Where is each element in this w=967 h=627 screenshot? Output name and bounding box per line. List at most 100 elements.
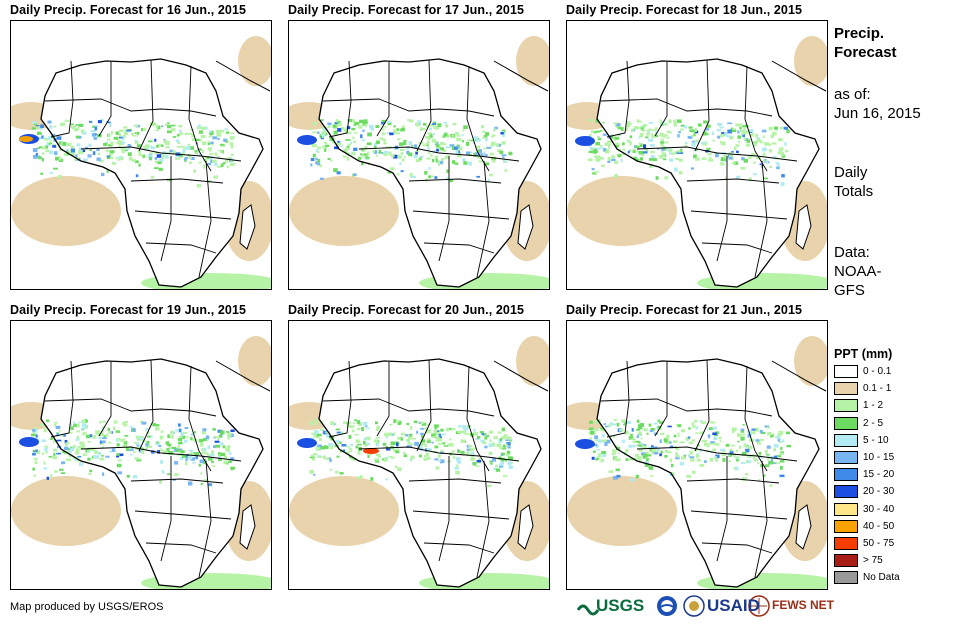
rain-cell [752,161,756,164]
rain-cell [421,422,426,426]
rain-cell [668,119,672,124]
rain-cell [466,451,470,455]
rain-cell [397,155,400,159]
rain-cell [661,152,666,156]
rain-cell [70,145,75,149]
rain-cell [183,147,186,150]
rain-cell [763,474,766,477]
rain-cell [184,158,187,161]
rain-cell [777,439,781,442]
rain-cell [451,450,455,453]
rain-cell [219,143,225,146]
rain-cell [646,454,652,457]
rain-cell [53,167,58,170]
rain-cell [225,158,229,163]
rain-cell [41,439,47,442]
rain-cell [707,159,711,162]
rain-cell [155,427,160,431]
rain-cell [607,160,611,163]
rain-cell [410,457,413,461]
rain-cell [643,144,647,149]
asof-label: as of: [834,86,871,103]
rain-cell [115,131,119,135]
rain-cell [736,150,739,153]
rain-cell [628,458,632,461]
rain-cell [342,421,347,424]
rain-cell [166,151,171,154]
rain-cell [136,144,141,148]
rain-cell [645,458,649,462]
country-border [716,156,728,262]
rain-cell [66,142,71,147]
rain-cell [737,140,740,143]
rain-cell [710,421,716,424]
rain-cell [395,448,400,451]
rain-cell [220,452,226,456]
rain-cell [167,434,170,438]
rain-cell [487,484,492,488]
rain-cell [495,464,499,468]
rain-cell [76,435,79,439]
rain-cell [601,439,605,443]
rain-cell [230,433,234,438]
rain-cell [413,144,418,149]
rain-cell [138,449,142,453]
rain-cell [597,144,600,146]
rain-cell [346,131,352,135]
rain-cell [171,128,176,132]
arabia-outline [771,60,827,92]
rain-cell [223,460,228,465]
rain-cell [397,467,402,472]
country-border [438,156,450,262]
rain-cell [361,139,366,142]
rain-cell [138,152,141,156]
rain-cell [370,127,374,131]
rain-cell [613,122,617,125]
rain-cell [93,136,97,140]
rain-cell [676,151,680,154]
rain-cell [638,136,641,139]
rain-cell [785,431,791,435]
rain-cell [198,438,204,443]
rain-cell [644,461,650,464]
rain-cell [340,145,344,148]
rain-cell [435,431,440,436]
rain-cell [740,436,745,441]
rain-cell [594,155,599,158]
rain-cell [184,462,188,466]
country-border [408,178,502,184]
rain-cell [79,441,85,446]
rain-cell [420,155,424,158]
rain-cell [712,426,718,430]
rain-cell [604,148,607,151]
rain-cell [105,149,110,152]
rain-cell [397,436,402,440]
rain-cell [446,177,450,181]
rain-cell [475,145,481,149]
rain-cell [447,427,452,430]
legend-label: 5 - 10 [863,434,889,446]
rain-cell [348,435,352,439]
rain-cell [502,448,507,450]
rain-cell [119,453,124,457]
rain-cell [684,144,687,148]
rain-cell [427,448,432,451]
rain-cell [117,471,123,475]
rain-cell [457,146,463,151]
rain-cell [33,123,37,126]
rain-cell [427,152,431,154]
rain-cell [124,149,128,152]
country-border [138,59,154,152]
rain-cell [680,124,685,127]
forecast-panel-5: Daily Precip. Forecast for 20 Jun., 2015 [288,303,550,590]
rain-cell [154,160,158,164]
rain-cell [45,149,49,153]
rain-cell [636,120,639,123]
rain-cell [416,159,421,161]
rain-cell [31,127,36,130]
rain-cell [180,152,185,156]
rain-cell [193,431,197,434]
rain-cell [338,122,342,127]
rain-cell [438,460,442,463]
arabia-outline [215,360,271,392]
